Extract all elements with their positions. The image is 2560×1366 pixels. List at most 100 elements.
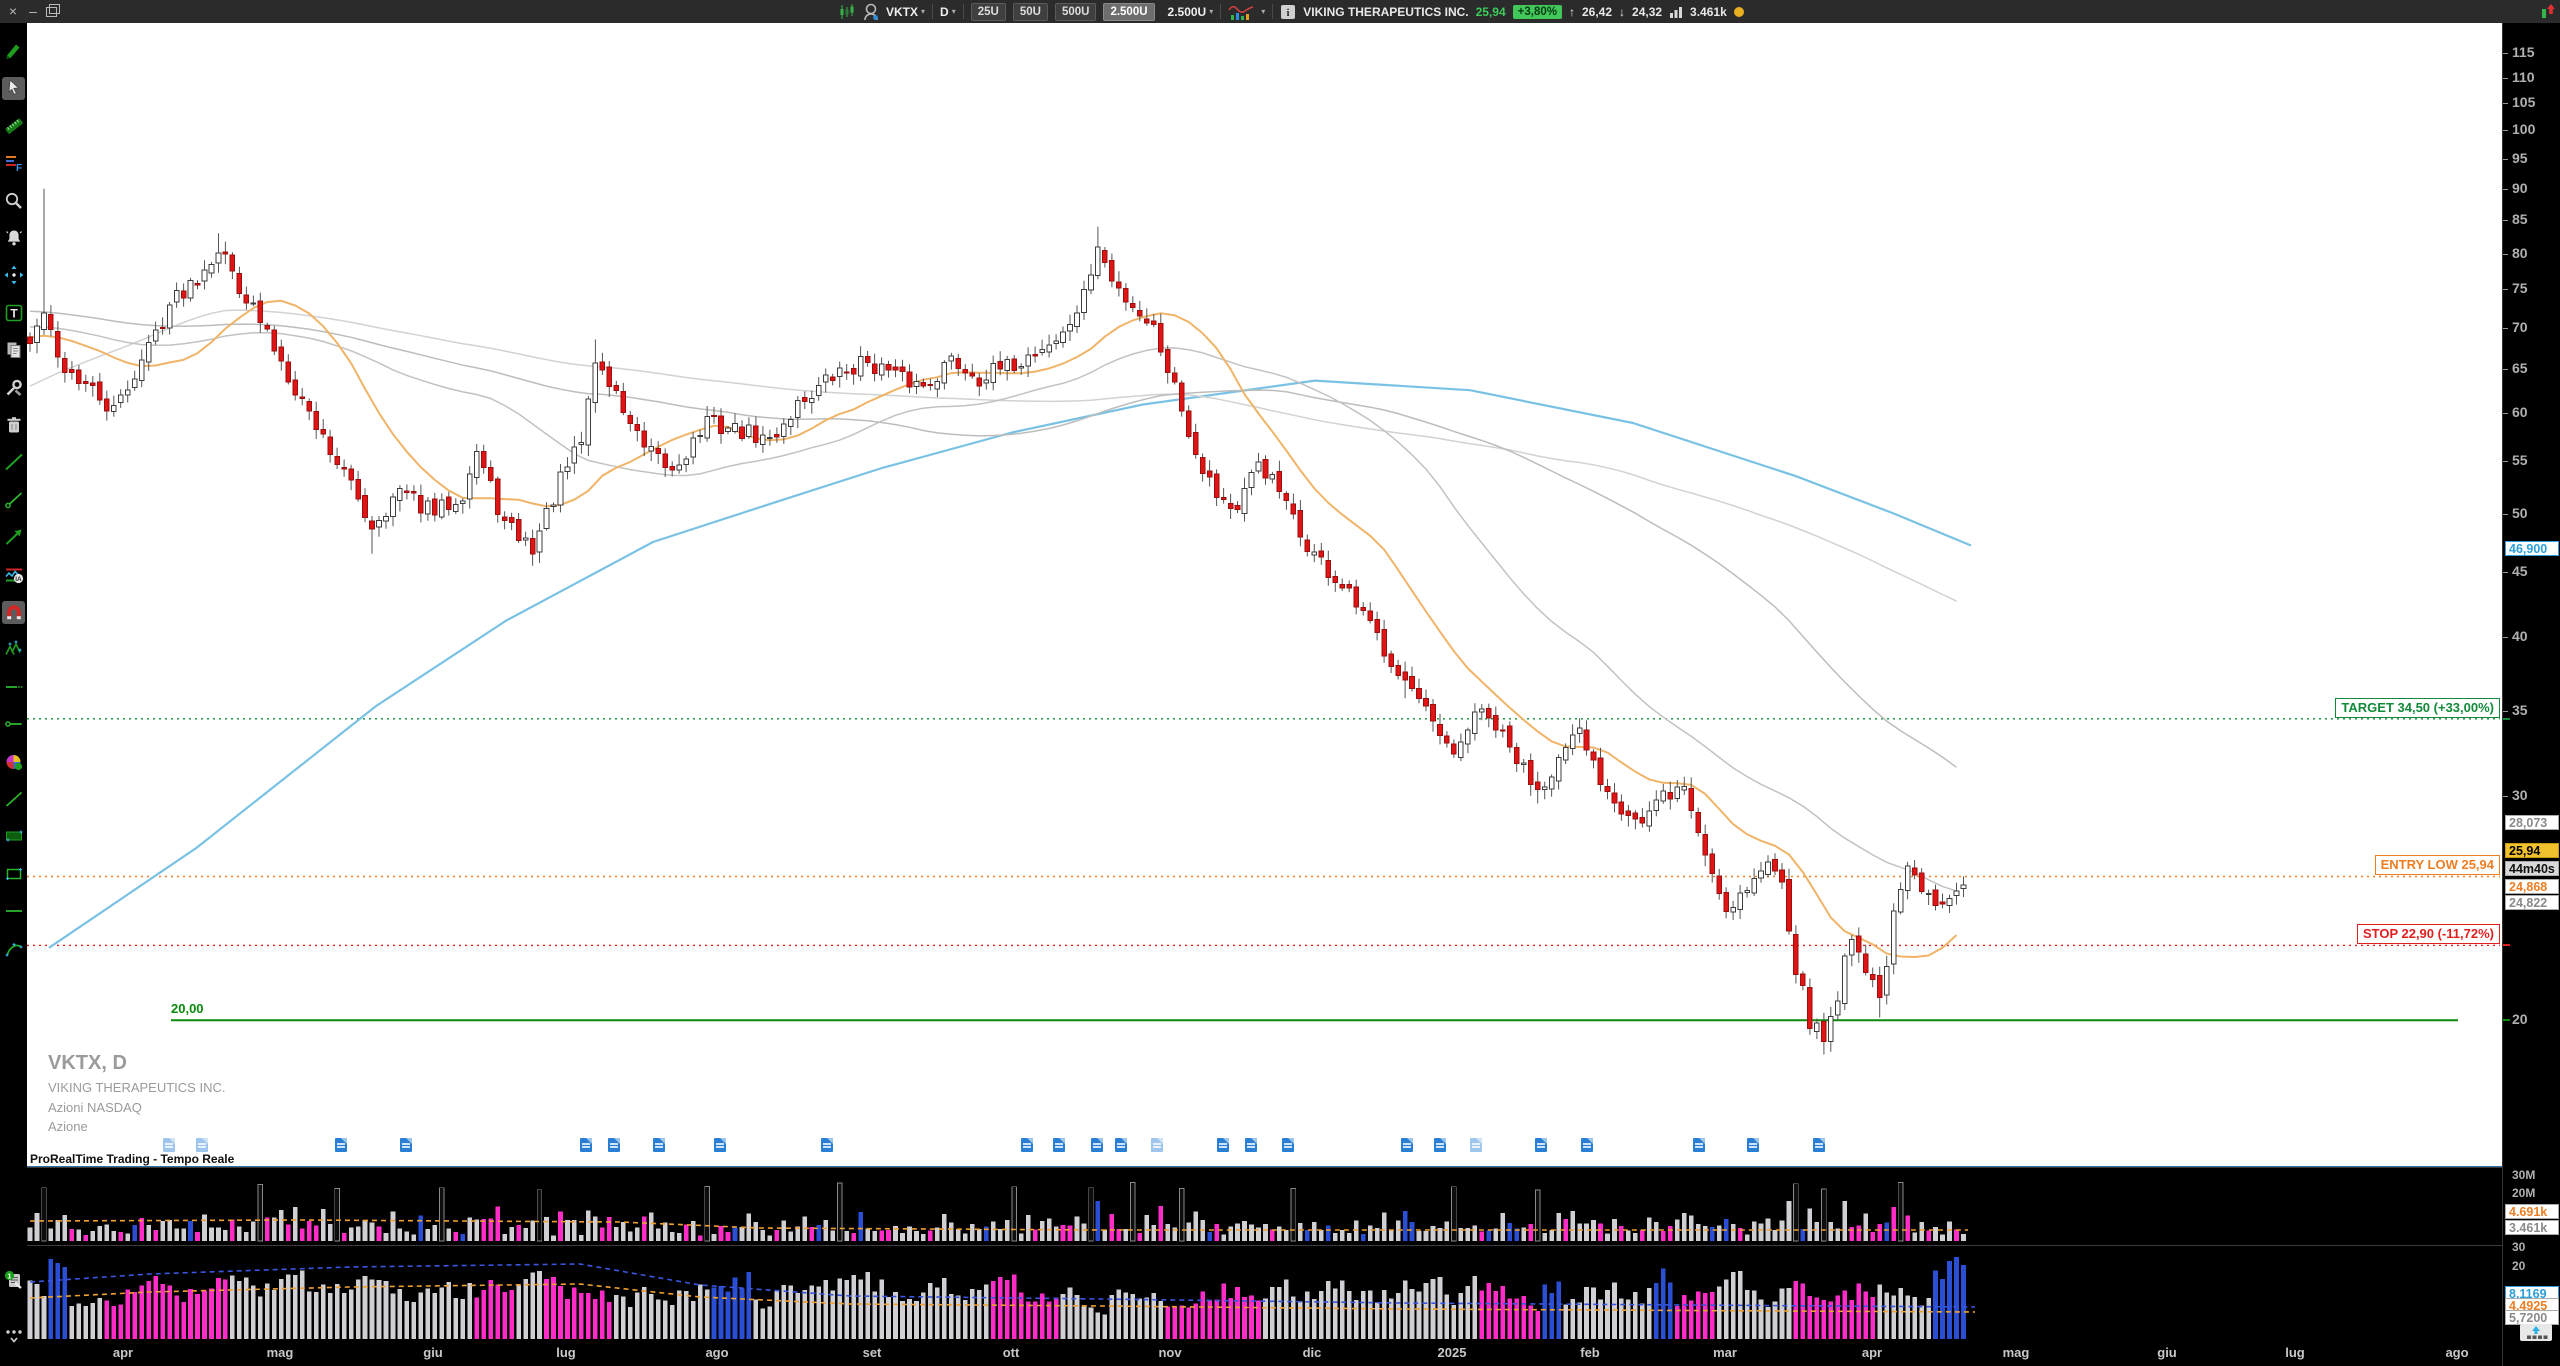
stop-level-label[interactable]: STOP 22,90 (-11,72%) [2356, 924, 2500, 945]
news-document-icon[interactable] [1151, 1138, 1163, 1152]
ia-analysis-icon[interactable]: IA [2, 564, 25, 587]
x-axis-month-label: giu [423, 1345, 443, 1360]
price-axis[interactable]: 115 110 105 100 95 90 85 80 75 70 65 60 55 50 45 40 35 30… [2502, 23, 2560, 1366]
news-document-icon[interactable] [1470, 1138, 1482, 1152]
x-axis-month-label: giu [2157, 1345, 2177, 1360]
minimize-window-icon[interactable]: – [29, 3, 37, 19]
target-level-label[interactable]: TARGET 34,50 (+33,00%) [2335, 697, 2500, 718]
chevron-down-icon: ▾ [1209, 7, 1214, 16]
more-tools-icon[interactable] [2, 1325, 25, 1348]
volume-tick-label: 30M [2512, 1168, 2536, 1182]
indicator-value-box: 4,4925 [2505, 1298, 2559, 1313]
trading-arrows-icon[interactable] [2540, 3, 2556, 19]
chevron-down-icon[interactable]: ▾ [1261, 7, 1266, 16]
symbol-select[interactable]: VKTX ▾ [886, 5, 925, 19]
panel-resize-icon[interactable] [2520, 1324, 2552, 1341]
alert-bell-icon[interactable] [2, 227, 25, 250]
news-document-icon[interactable] [1217, 1138, 1229, 1152]
volume-panel[interactable] [27, 1167, 2502, 1245]
trend-line-icon[interactable] [2, 451, 25, 474]
news-document-icon[interactable] [1813, 1138, 1825, 1152]
news-document-icon[interactable] [714, 1138, 726, 1152]
news-document-icon[interactable] [821, 1138, 833, 1152]
news-document-icon[interactable] [1581, 1138, 1593, 1152]
volume-current-box: 3.461k [2505, 1220, 2559, 1235]
news-document-icon[interactable] [580, 1138, 592, 1152]
info-icon[interactable]: i [1280, 4, 1296, 20]
news-document-icon[interactable] [400, 1138, 412, 1152]
ruler-icon[interactable] [2, 115, 25, 138]
x-axis-month-label: mar [1713, 1345, 1737, 1360]
news-document-icon[interactable] [1434, 1138, 1446, 1152]
entry-level-label[interactable]: ENTRY LOW 25,94 [2374, 855, 2500, 876]
x-axis-month-label: lug [2285, 1345, 2305, 1360]
x-axis-month-label: mag [2002, 1345, 2030, 1360]
svg-text:1: 1 [7, 1271, 11, 1280]
platform-log-icon[interactable]: 1 [2, 1270, 25, 1293]
close-window-icon[interactable]: × [8, 3, 18, 19]
price-tick-label: 60 [2512, 403, 2528, 420]
news-document-icon[interactable] [196, 1138, 208, 1152]
time-axis[interactable]: apr mag giu lug ago set ott nov dic 2025 feb mar apr… [27, 1340, 2502, 1366]
news-document-icon[interactable] [1282, 1138, 1294, 1152]
move-pan-icon[interactable] [2, 264, 25, 287]
units-button-25[interactable]: 25U [970, 2, 1006, 21]
user-profile-icon[interactable] [863, 3, 879, 21]
support-level-label[interactable]: 20,00 [171, 1001, 204, 1017]
news-document-icon[interactable] [1053, 1138, 1065, 1152]
rectangle-filled-icon[interactable] [2, 825, 25, 848]
news-document-icon[interactable] [1401, 1138, 1413, 1152]
horizontal-segment-icon[interactable] [2, 713, 25, 736]
restore-window-icon[interactable] [46, 4, 60, 17]
chart-canvas[interactable] [27, 23, 2502, 1152]
timeframe-select-label: D [940, 4, 949, 19]
zoom-icon[interactable] [2, 190, 25, 213]
price-tick-label: 110 [2512, 68, 2535, 85]
indicator-panel[interactable] [27, 1245, 2502, 1341]
curve-icon[interactable] [2, 938, 25, 961]
duplicate-icon[interactable] [2, 339, 25, 362]
draw-pencil-icon[interactable] [2, 40, 25, 63]
news-document-icon[interactable] [1021, 1138, 1033, 1152]
price-tick-label: 50 [2512, 504, 2528, 521]
price-tick-label: 115 [2512, 44, 2535, 60]
color-wheel-icon[interactable] [2, 751, 25, 774]
news-document-icon[interactable] [335, 1138, 347, 1152]
chart-style-icon[interactable] [1228, 3, 1254, 21]
text-tool-icon[interactable]: T [2, 302, 25, 325]
units-button-50[interactable]: 50U [1012, 2, 1048, 21]
news-document-icon[interactable] [1115, 1138, 1127, 1152]
news-document-icon[interactable] [1747, 1138, 1759, 1152]
arrow-line-icon[interactable] [2, 526, 25, 549]
news-document-icon[interactable] [1693, 1138, 1705, 1152]
orders-book-icon[interactable]: F [2, 152, 25, 175]
news-document-icon[interactable] [1535, 1138, 1547, 1152]
candlestick-mode-icon[interactable] [838, 3, 856, 20]
select-cursor-icon[interactable] [2, 77, 25, 101]
rectangle-outline-icon[interactable] [2, 863, 25, 886]
units-button-500[interactable]: 500U [1054, 2, 1097, 21]
settings-tools-icon[interactable] [2, 377, 25, 400]
timeframe-select[interactable]: D ▾ [940, 5, 956, 19]
x-axis-month-label: ott [1002, 1345, 1020, 1360]
arrow-down-icon: ↓ [1619, 4, 1626, 19]
price-tick [2503, 289, 2508, 291]
units-dropdown[interactable]: 2.500U ▾ [1168, 5, 1214, 19]
trash-icon[interactable] [2, 414, 25, 437]
news-document-icon[interactable] [1091, 1138, 1103, 1152]
news-document-icon[interactable] [1245, 1138, 1257, 1152]
magnet-icon[interactable] [2, 601, 25, 624]
price-tick [2503, 53, 2508, 54]
news-document-icon[interactable] [163, 1138, 175, 1152]
units-button-2500[interactable]: 2.500U [1103, 2, 1155, 21]
segment-start-icon[interactable] [2, 489, 25, 512]
news-document-icon[interactable] [653, 1138, 665, 1152]
news-document-icon[interactable] [608, 1138, 620, 1152]
price-tick [2503, 220, 2508, 222]
oblique-line-icon[interactable] [2, 788, 25, 811]
horizontal-line-extended-icon[interactable] [2, 676, 25, 699]
price-chart-svg[interactable] [27, 23, 2502, 1152]
price-tick-label: 75 [2512, 280, 2528, 297]
elliott-waves-icon[interactable] [2, 638, 25, 661]
horizontal-line-icon[interactable] [2, 900, 25, 923]
